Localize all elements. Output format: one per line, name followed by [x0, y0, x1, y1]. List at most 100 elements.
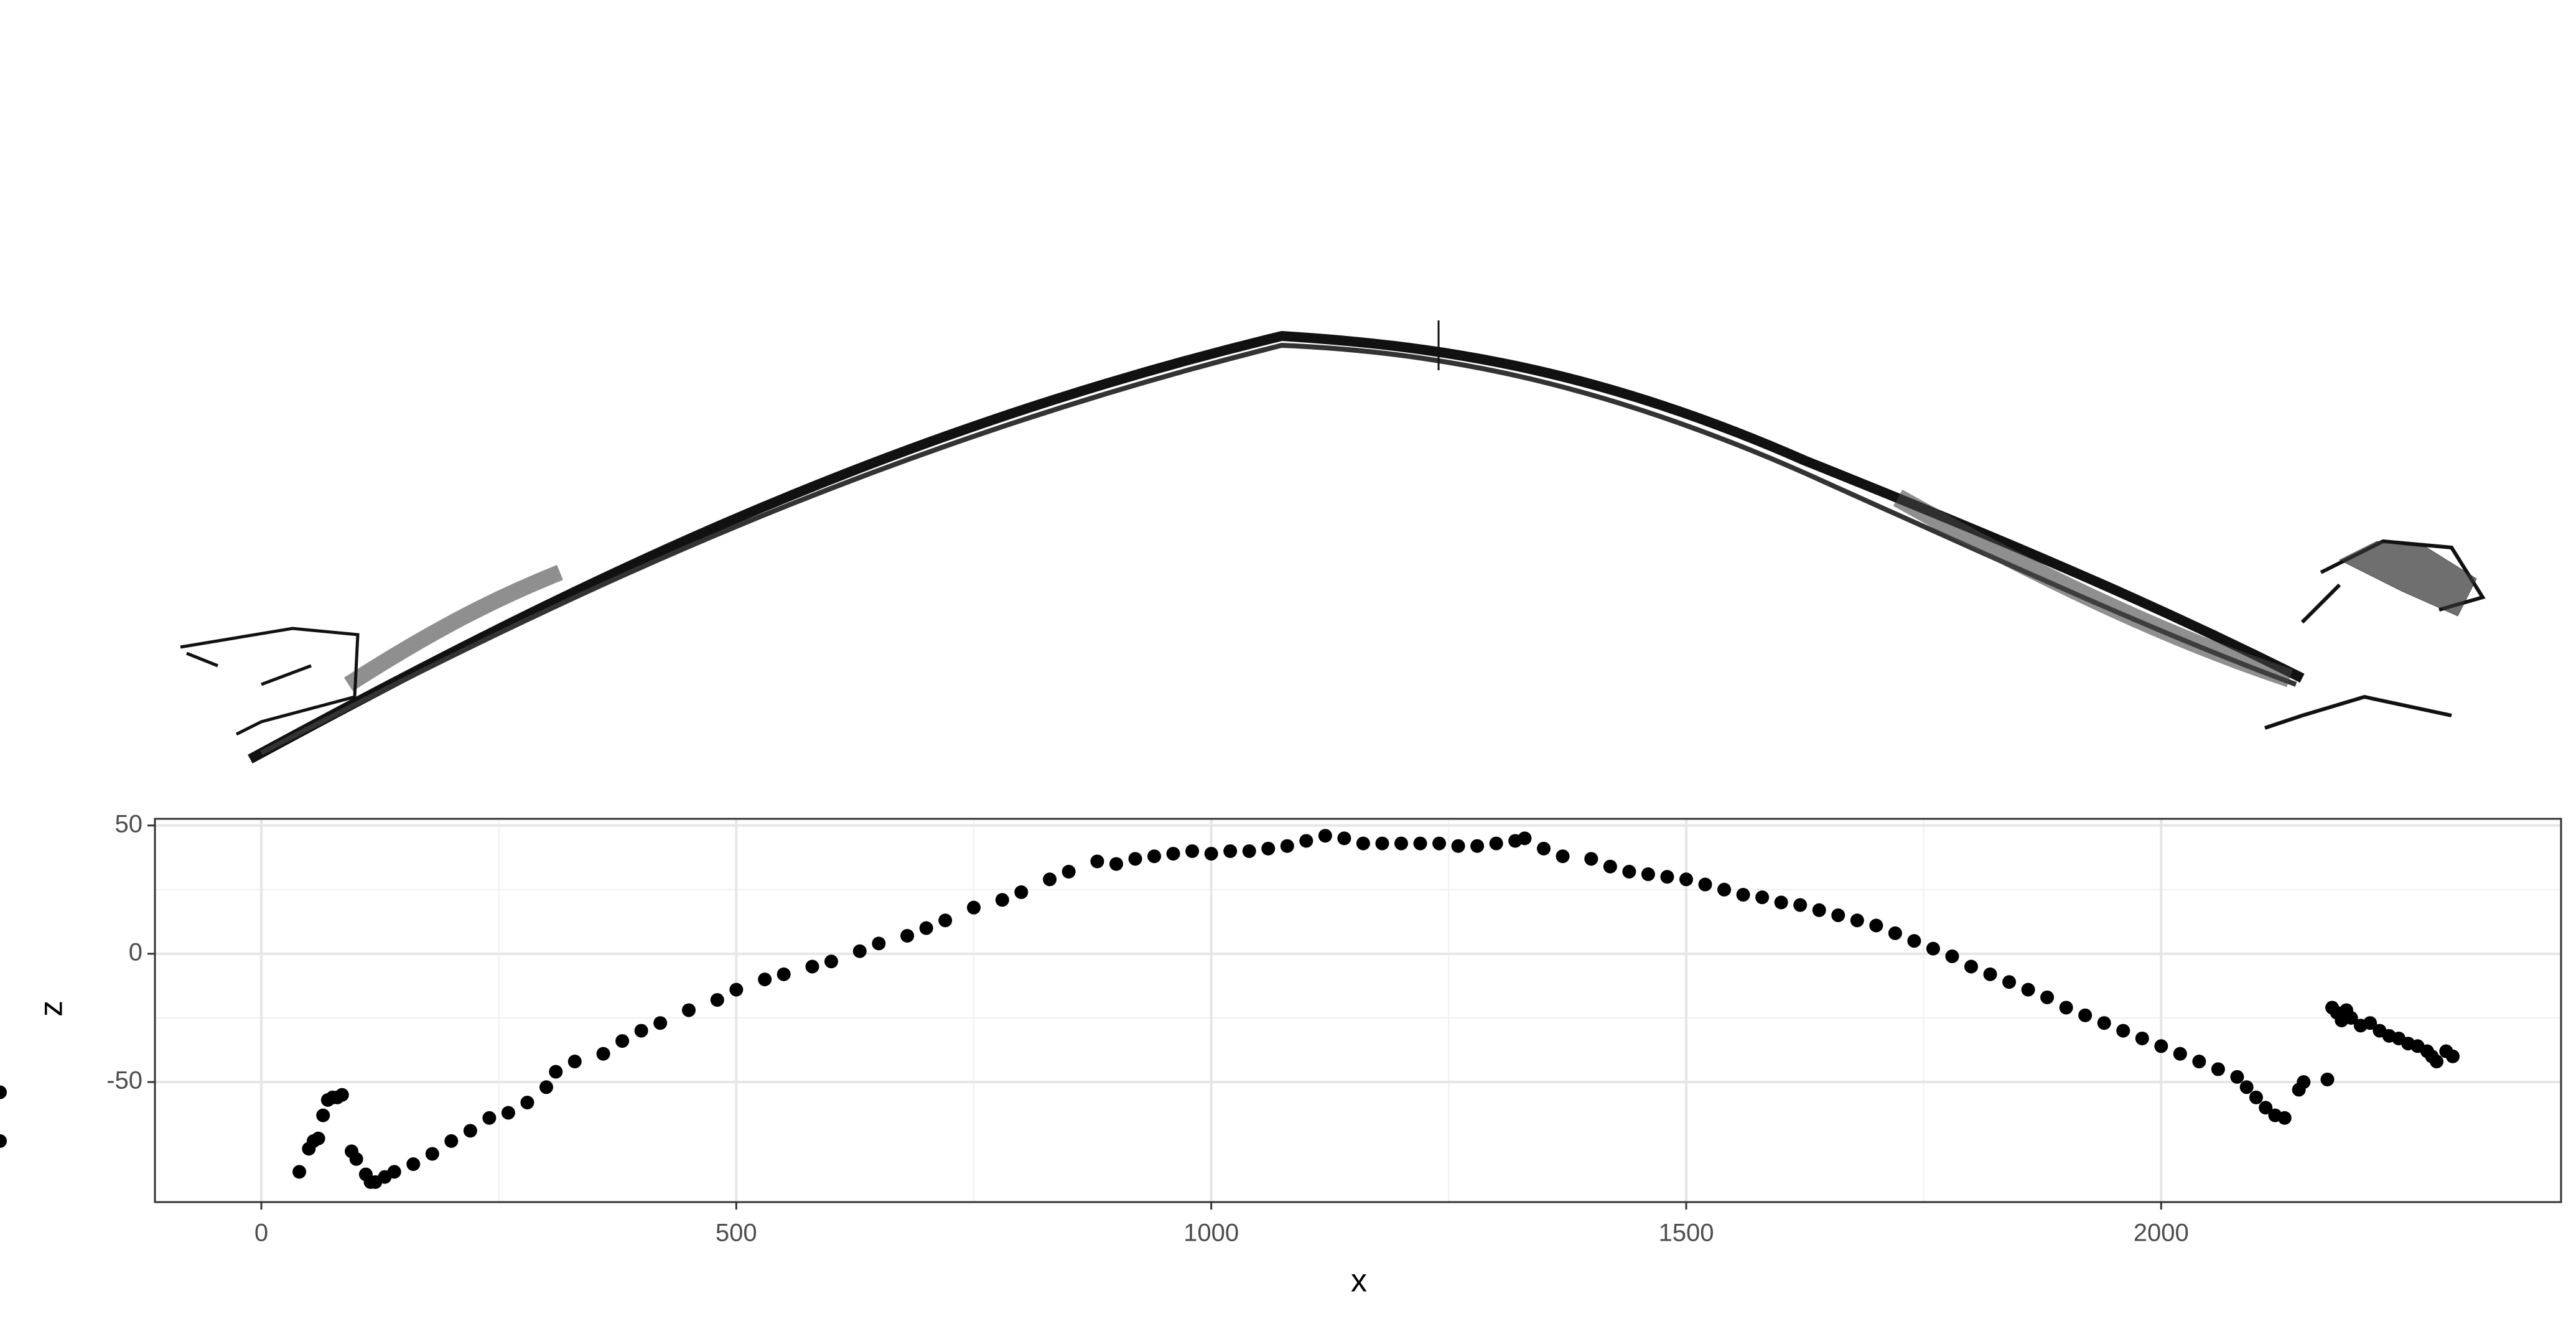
- point: [1641, 867, 1655, 882]
- point: [2430, 1055, 2444, 1069]
- point: [2239, 1080, 2254, 1094]
- point: [729, 982, 744, 997]
- point: [2259, 1101, 2273, 1115]
- y-tick-label: 50: [115, 810, 143, 837]
- point: [2078, 1008, 2093, 1022]
- point: [1043, 872, 1057, 887]
- point: [1736, 888, 1750, 902]
- point: [1261, 841, 1276, 856]
- point: [1451, 839, 1465, 853]
- point: [1375, 836, 1389, 851]
- point: [292, 1165, 307, 1179]
- point: [1755, 890, 1770, 905]
- point: [1299, 834, 1314, 848]
- point: [1242, 844, 1256, 858]
- point: [1147, 849, 1162, 864]
- x-axis-title: x: [1351, 1263, 1367, 1299]
- point: [1223, 844, 1238, 858]
- mesh-render: [180, 320, 2486, 764]
- point: [1812, 903, 1826, 917]
- point: [1717, 882, 1732, 897]
- point: [387, 1165, 401, 1179]
- point: [406, 1157, 421, 1171]
- point: [2445, 1049, 2460, 1063]
- point: [444, 1134, 459, 1148]
- point: [1109, 857, 1123, 871]
- point: [2192, 1055, 2206, 1069]
- point: [349, 1152, 363, 1166]
- x-tick-label: 2000: [2134, 1220, 2189, 1247]
- point: [1394, 836, 1408, 851]
- panel-border: [154, 818, 2562, 1203]
- point: [1774, 895, 1788, 910]
- point: [463, 1124, 477, 1138]
- point: [634, 1024, 648, 1038]
- mesh-right-surface: [2338, 541, 2477, 617]
- point: [311, 1131, 325, 1145]
- point: [1698, 877, 1712, 892]
- point: [681, 1003, 696, 1017]
- point: [316, 1108, 330, 1122]
- point: [919, 921, 933, 935]
- point: [777, 967, 791, 981]
- x-tick-label: 500: [716, 1220, 757, 1247]
- point: [1964, 959, 1978, 974]
- point: [482, 1111, 497, 1125]
- point: [1185, 844, 1200, 858]
- point: [1280, 839, 1294, 853]
- point: [2173, 1047, 2187, 1061]
- point: [1356, 836, 1370, 851]
- x-tick-label: 0: [254, 1220, 268, 1247]
- point: [1536, 841, 1551, 856]
- point: [872, 936, 886, 951]
- point: [596, 1047, 610, 1061]
- point: [1622, 864, 1636, 879]
- point: [1983, 967, 1997, 981]
- point: [567, 1055, 582, 1069]
- mesh-slope: [1893, 489, 2293, 688]
- point: [1337, 831, 1351, 846]
- point: [1556, 849, 1570, 864]
- point: [2230, 1070, 2244, 1084]
- point: [0, 1134, 7, 1148]
- point: [1489, 836, 1503, 851]
- point: [2154, 1039, 2168, 1053]
- y-tick-label: -50: [106, 1067, 142, 1094]
- point: [425, 1147, 439, 1161]
- point: [501, 1106, 515, 1120]
- point: [1831, 908, 1846, 923]
- point: [2097, 1016, 2111, 1030]
- point: [0, 1085, 7, 1099]
- point: [2021, 982, 2035, 997]
- mesh-left-block: [180, 627, 360, 736]
- point: [1413, 836, 1427, 851]
- x-tick-label: 1500: [1658, 1220, 1714, 1247]
- point: [2277, 1111, 2292, 1125]
- point: [1603, 859, 1617, 874]
- grid: [155, 819, 2561, 1202]
- point: [1166, 847, 1180, 861]
- point: [615, 1034, 630, 1048]
- point: [2040, 990, 2055, 1004]
- point: [539, 1080, 553, 1094]
- point: [710, 993, 724, 1007]
- point: [1204, 847, 1218, 861]
- point: [995, 893, 1009, 907]
- point: [900, 929, 915, 943]
- point: [1926, 941, 1940, 956]
- point: [1888, 926, 1902, 940]
- point: [2344, 1010, 2358, 1025]
- point: [1660, 870, 1674, 884]
- point: [2002, 975, 2017, 989]
- point: [2297, 1075, 2311, 1089]
- point: [1470, 839, 1485, 853]
- point: [1128, 852, 1142, 866]
- mesh-slope: [343, 564, 563, 691]
- point: [653, 1016, 668, 1030]
- point: [1584, 852, 1598, 866]
- point: [549, 1065, 563, 1079]
- y-axis-title: z: [34, 1000, 70, 1017]
- point: [1432, 836, 1447, 851]
- point: [335, 1088, 349, 1102]
